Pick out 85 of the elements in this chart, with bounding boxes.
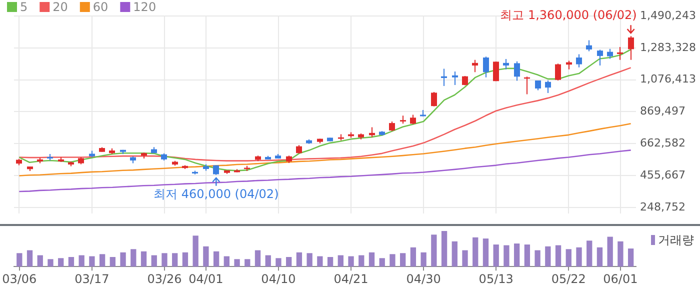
bar	[524, 244, 530, 267]
bar	[234, 259, 240, 267]
bar	[140, 251, 147, 267]
x-tick-label: 03/06	[2, 272, 37, 286]
bar	[306, 253, 312, 267]
bar	[441, 231, 448, 267]
bar	[379, 258, 385, 267]
legend-label: 20	[52, 0, 68, 14]
x-tick-label: 04/10	[261, 272, 296, 286]
x-tick-label: 05/13	[478, 272, 514, 286]
bar	[338, 255, 344, 267]
bar	[400, 253, 406, 267]
bar	[192, 236, 198, 267]
bar	[244, 259, 250, 267]
bar	[368, 252, 375, 267]
bar	[254, 250, 261, 267]
bar	[89, 256, 95, 267]
bar	[110, 257, 116, 267]
y-tick-label: 1,490,243	[640, 8, 696, 22]
y-tick-label: 248,752	[640, 200, 686, 214]
bar	[182, 252, 188, 267]
bar	[68, 257, 74, 267]
annotation: 최고 1,360,000 (06/02)	[500, 8, 637, 22]
bar	[37, 255, 43, 267]
x-tick-label: 06/01	[603, 272, 638, 286]
bar	[130, 249, 136, 267]
x-tick-label: 03/26	[147, 272, 182, 286]
bar	[327, 257, 334, 267]
bar	[317, 256, 323, 267]
y-tick-label: 869,497	[640, 104, 686, 118]
bar	[504, 245, 510, 267]
bar	[265, 255, 271, 267]
x-tick-label: 04/01	[188, 272, 224, 286]
y-tick-label: 1,283,328	[640, 40, 696, 54]
bar	[151, 255, 157, 267]
bar	[628, 248, 634, 267]
legend-label: 60	[92, 0, 108, 14]
x-tick-label: 04/21	[334, 272, 368, 286]
bar	[276, 258, 282, 267]
bar	[58, 258, 64, 267]
bar	[514, 243, 520, 267]
x-tick-label: 04/30	[406, 272, 441, 286]
bar	[410, 247, 416, 267]
bar	[224, 256, 230, 267]
bar	[286, 257, 292, 267]
bar	[213, 251, 220, 267]
bar	[26, 250, 33, 267]
y-tick-label: 455,667	[640, 168, 686, 182]
legend-label: 120	[133, 0, 156, 14]
bar	[99, 254, 106, 267]
bar	[472, 237, 478, 267]
y-tick-label: 1,076,413	[640, 72, 696, 86]
bar	[172, 253, 178, 267]
x-tick-label: 03/17	[74, 272, 110, 286]
bar	[462, 250, 468, 267]
bar	[78, 255, 84, 267]
bar	[576, 247, 582, 267]
bar	[534, 250, 540, 267]
x-tick-label: 05/22	[551, 272, 586, 286]
bar	[566, 249, 572, 267]
bar	[120, 252, 126, 267]
annotation: 최저 460,000 (04/02)	[154, 186, 279, 201]
bar	[607, 236, 613, 267]
bar	[296, 252, 302, 267]
bar	[348, 256, 354, 267]
bar	[420, 252, 426, 267]
bar	[555, 245, 562, 267]
bar	[618, 241, 624, 267]
bar	[431, 234, 437, 267]
bar	[48, 259, 54, 267]
candlestick	[617, 47, 623, 60]
y-tick-label: 662,582	[640, 136, 686, 150]
bar	[203, 246, 209, 267]
bar	[596, 247, 603, 267]
bar	[545, 246, 551, 267]
bar	[586, 240, 592, 267]
legend-label: 거래량	[658, 233, 694, 248]
bar	[358, 255, 364, 267]
bar	[482, 238, 489, 267]
bar	[493, 244, 499, 267]
legend-label: 5	[20, 0, 28, 14]
bar	[452, 241, 458, 267]
bar	[390, 254, 396, 267]
bar	[16, 253, 22, 267]
bar	[162, 253, 168, 267]
